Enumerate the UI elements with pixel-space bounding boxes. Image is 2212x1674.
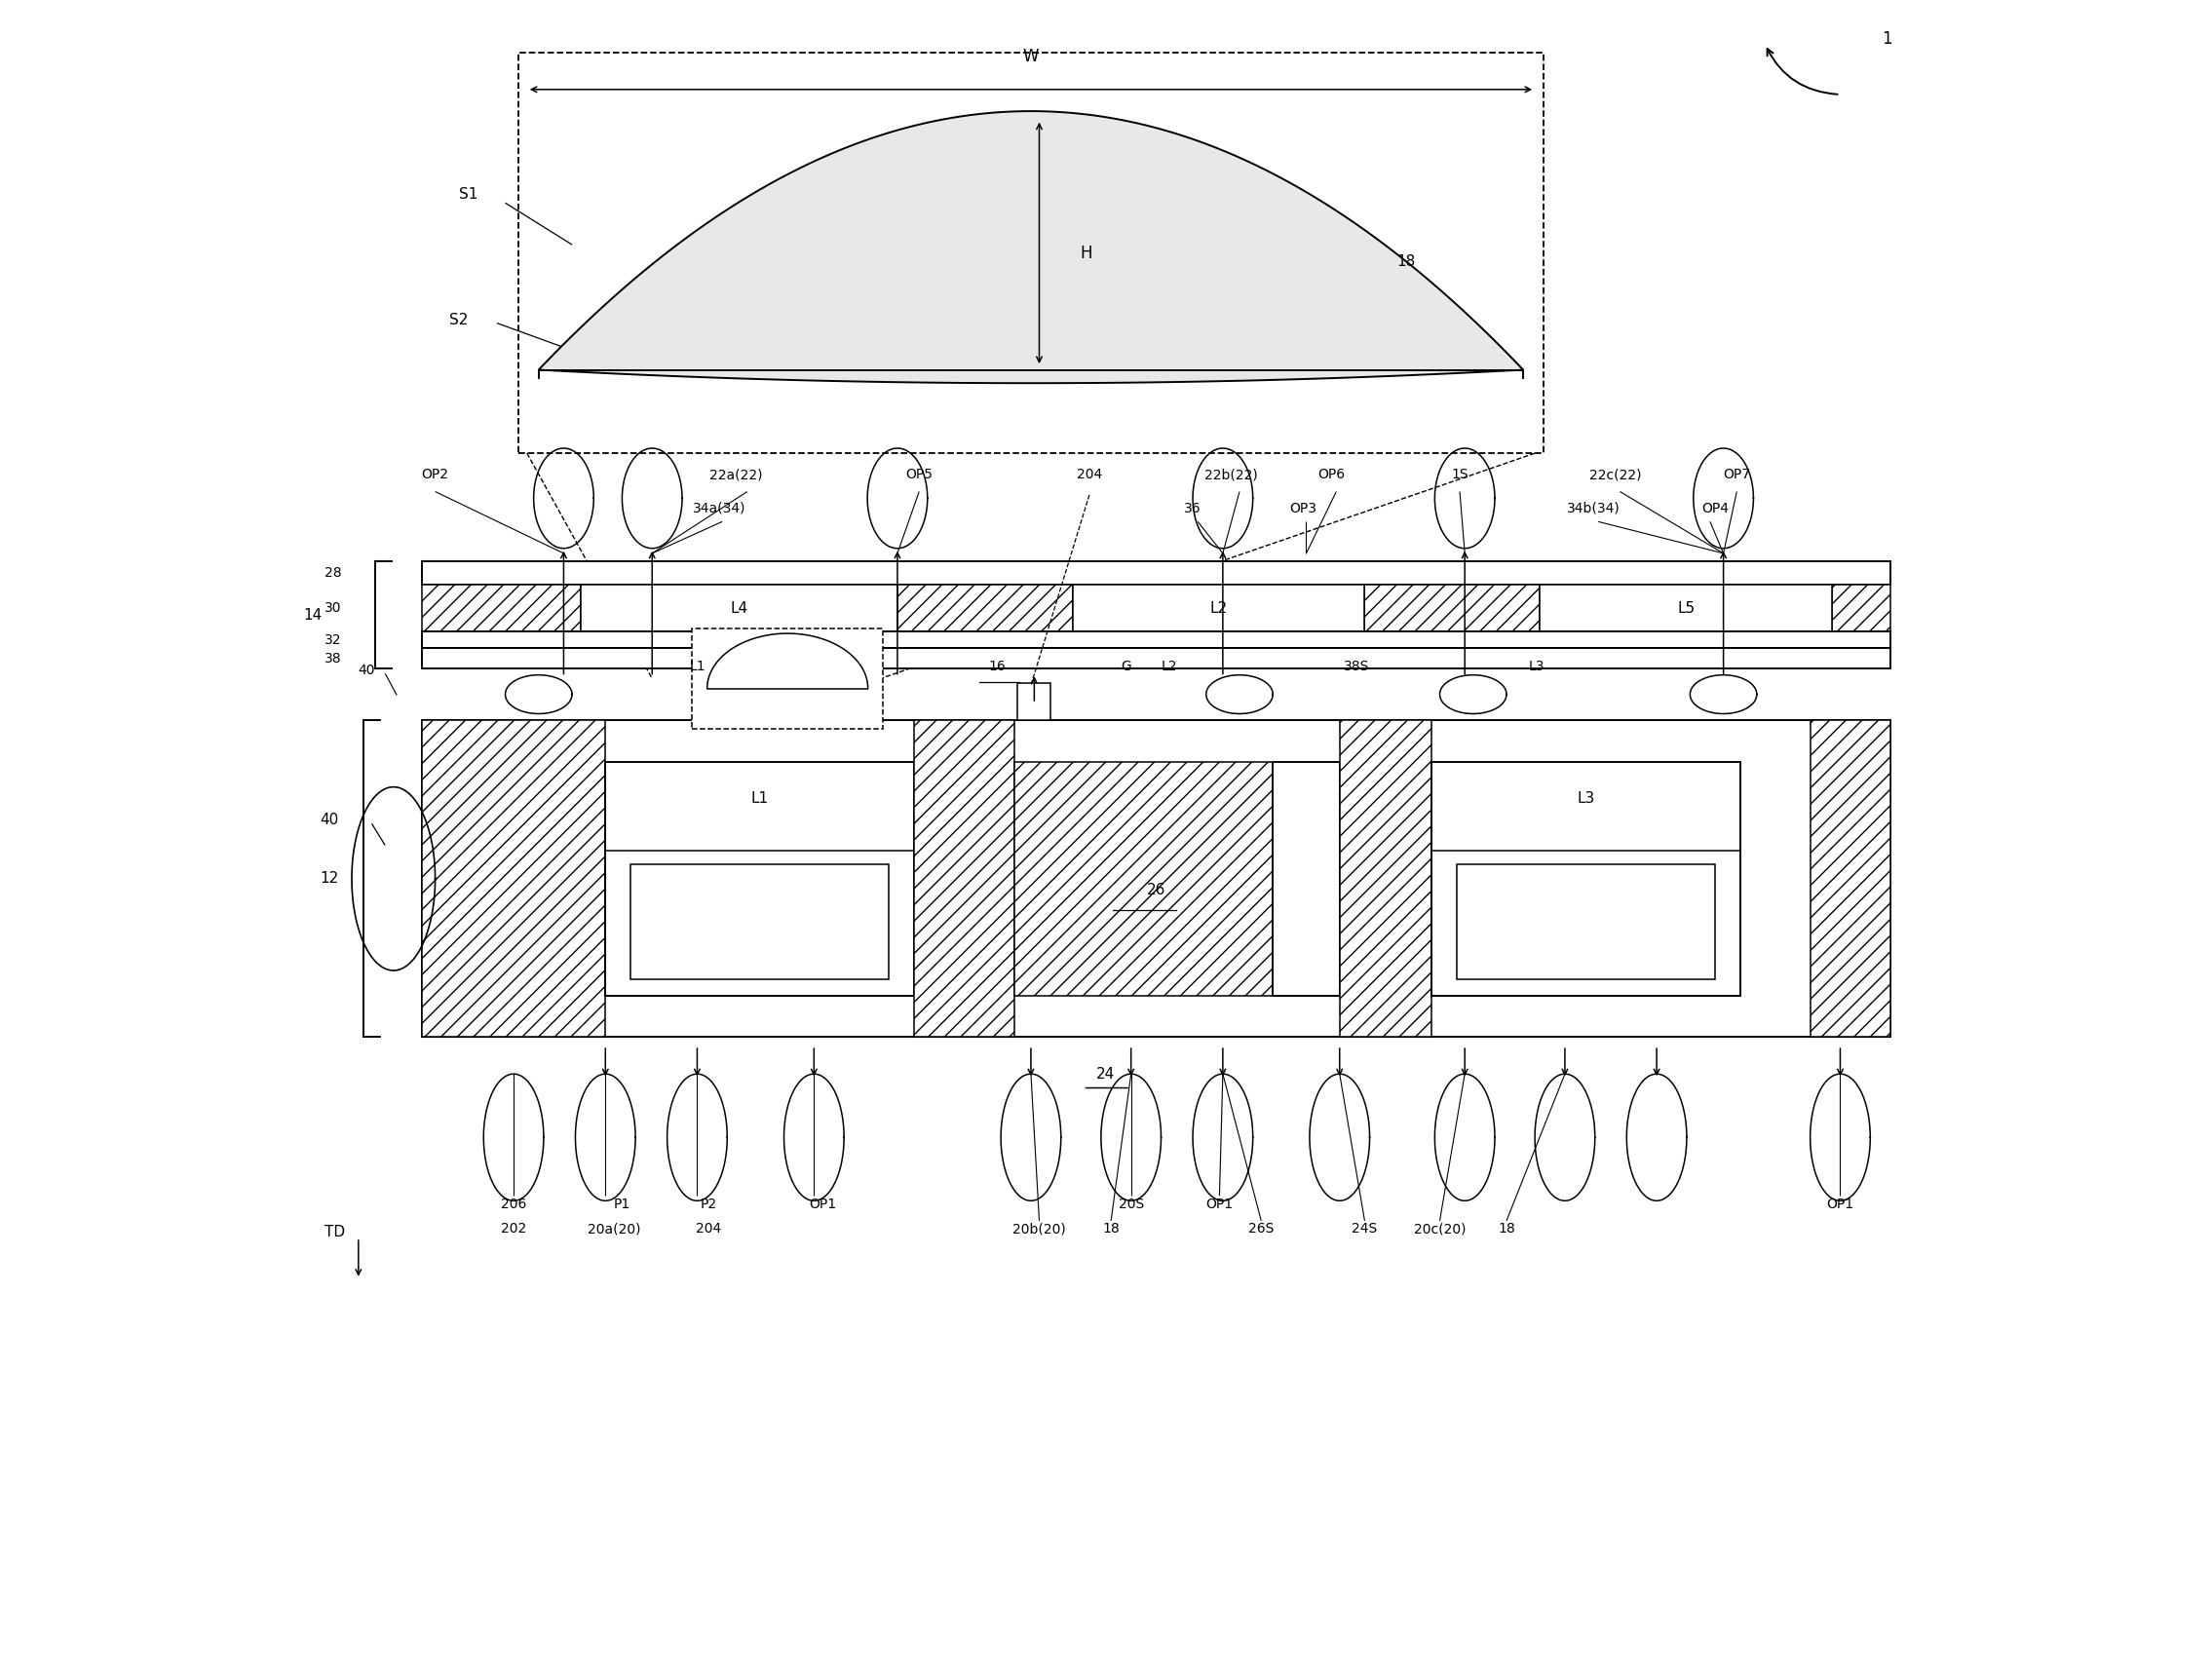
Bar	[1365, 584, 1540, 631]
Text: 32: 32	[325, 633, 341, 646]
Bar	[422, 562, 1891, 584]
Bar	[518, 54, 1544, 454]
Text: S2: S2	[449, 313, 469, 326]
Text: L1: L1	[690, 660, 706, 673]
Text: 1S: 1S	[1451, 469, 1469, 482]
Text: 22c(22): 22c(22)	[1588, 469, 1641, 482]
Text: 36: 36	[1183, 502, 1201, 516]
Bar	[422, 648, 1891, 668]
Bar	[1340, 720, 1431, 1038]
Text: L3: L3	[1528, 660, 1544, 673]
Bar	[1272, 762, 1340, 996]
Text: L2: L2	[1161, 660, 1177, 673]
Text: 38: 38	[325, 651, 341, 665]
Text: L2: L2	[1210, 601, 1228, 616]
Text: 18: 18	[1498, 1222, 1515, 1235]
Bar	[422, 720, 606, 1038]
Text: 1: 1	[1882, 30, 1891, 49]
Text: OP7: OP7	[1723, 469, 1750, 482]
Text: TD: TD	[325, 1225, 345, 1240]
Text: 22b(22): 22b(22)	[1206, 469, 1259, 482]
Bar	[1832, 584, 1891, 631]
Text: OP1: OP1	[1827, 1197, 1854, 1210]
Bar	[1455, 864, 1714, 979]
Text: 16: 16	[989, 660, 1006, 673]
Text: OP1: OP1	[1206, 1197, 1232, 1210]
Text: OP3: OP3	[1290, 502, 1316, 516]
Bar	[630, 864, 889, 979]
Text: 38S: 38S	[1343, 660, 1369, 673]
Text: 204: 204	[697, 1222, 721, 1235]
Text: 24: 24	[1097, 1066, 1115, 1081]
Text: 34b(34): 34b(34)	[1566, 502, 1619, 516]
Text: H: H	[1079, 244, 1093, 263]
Bar	[1431, 762, 1741, 996]
Text: 22a(22): 22a(22)	[710, 469, 763, 482]
Bar	[898, 584, 1073, 631]
Text: P2: P2	[701, 1197, 717, 1210]
Text: G: G	[1121, 660, 1130, 673]
Text: 26S: 26S	[1248, 1222, 1274, 1235]
Text: 34a(34): 34a(34)	[692, 502, 745, 516]
Bar	[1540, 584, 1832, 631]
Text: 14: 14	[303, 608, 321, 623]
Text: 40: 40	[358, 663, 376, 676]
Text: S1: S1	[460, 187, 478, 203]
Text: 40: 40	[321, 814, 338, 827]
Bar	[914, 720, 1015, 1038]
Text: 206: 206	[500, 1197, 526, 1210]
Bar	[1073, 584, 1365, 631]
Text: OP2: OP2	[422, 469, 449, 482]
Text: 18: 18	[1102, 1222, 1119, 1235]
Text: 30: 30	[325, 601, 341, 616]
Text: OP1: OP1	[810, 1197, 836, 1210]
Bar	[1809, 720, 1891, 1038]
Text: 28: 28	[325, 566, 341, 581]
Text: 20a(20): 20a(20)	[586, 1222, 639, 1235]
Bar	[1015, 762, 1272, 996]
Text: L3: L3	[1577, 792, 1595, 805]
Text: W: W	[1022, 47, 1040, 65]
Text: L5: L5	[1677, 601, 1694, 616]
Text: L4: L4	[730, 601, 748, 616]
Text: 26: 26	[1148, 884, 1166, 897]
Text: L1: L1	[750, 792, 768, 805]
Text: 20S: 20S	[1119, 1197, 1144, 1210]
Bar	[1018, 683, 1051, 720]
Text: P1: P1	[613, 1197, 630, 1210]
Bar	[422, 631, 1891, 648]
Text: 12: 12	[321, 872, 338, 886]
Bar	[692, 628, 883, 728]
Bar	[580, 584, 898, 631]
Text: 18: 18	[1398, 254, 1416, 268]
Text: OP6: OP6	[1318, 469, 1345, 482]
Text: 20c(20): 20c(20)	[1413, 1222, 1467, 1235]
Text: 202: 202	[500, 1222, 526, 1235]
Bar	[422, 720, 1891, 1038]
Polygon shape	[540, 110, 1524, 383]
Text: 24S: 24S	[1352, 1222, 1378, 1235]
Text: OP5: OP5	[905, 469, 933, 482]
Bar	[606, 762, 914, 996]
Bar	[422, 584, 580, 631]
Text: 20b(20): 20b(20)	[1013, 1222, 1066, 1235]
Text: OP4: OP4	[1701, 502, 1730, 516]
Text: 204: 204	[1077, 469, 1102, 482]
